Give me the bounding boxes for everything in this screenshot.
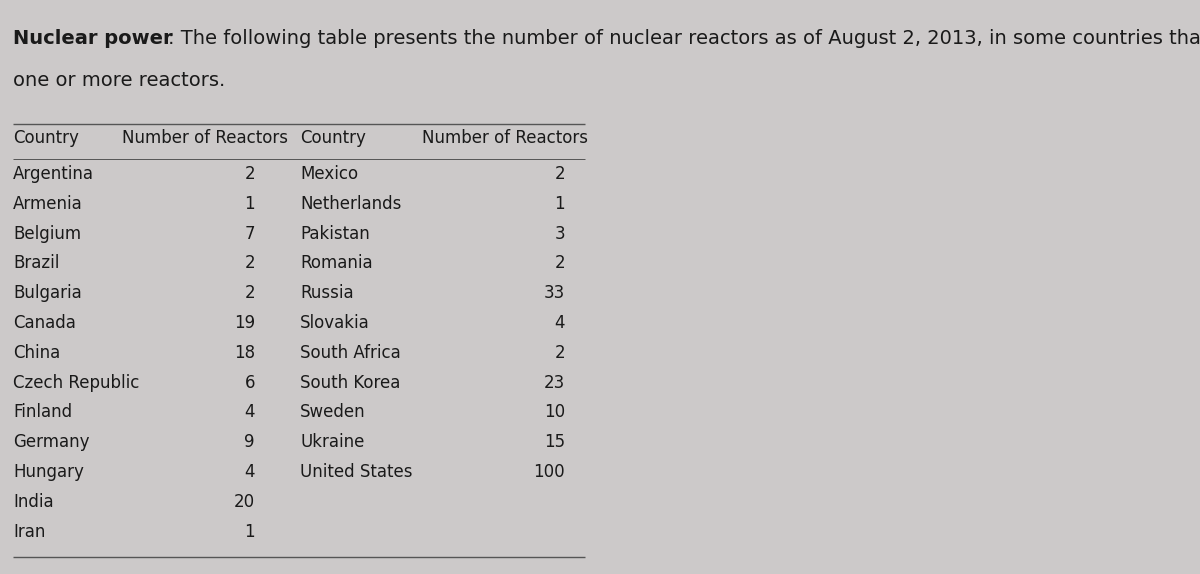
Text: 100: 100 [533, 463, 565, 481]
Text: 2: 2 [245, 284, 254, 302]
Text: Czech Republic: Czech Republic [13, 374, 139, 391]
Text: 4: 4 [554, 314, 565, 332]
Text: Country: Country [13, 129, 79, 147]
Text: 19: 19 [234, 314, 254, 332]
Text: South Africa: South Africa [300, 344, 401, 362]
Text: Number of Reactors: Number of Reactors [122, 129, 288, 147]
Text: Number of Reactors: Number of Reactors [422, 129, 588, 147]
Text: India: India [13, 493, 54, 511]
Text: Argentina: Argentina [13, 165, 94, 183]
Text: one or more reactors.: one or more reactors. [13, 71, 226, 90]
Text: Netherlands: Netherlands [300, 195, 401, 213]
Text: 2: 2 [554, 254, 565, 273]
Text: 2: 2 [554, 165, 565, 183]
Text: 1: 1 [245, 195, 254, 213]
Text: 23: 23 [544, 374, 565, 391]
Text: 4: 4 [245, 463, 254, 481]
Text: 3: 3 [554, 224, 565, 243]
Text: Hungary: Hungary [13, 463, 84, 481]
Text: 1: 1 [245, 522, 254, 541]
Text: 4: 4 [245, 404, 254, 421]
Text: Sweden: Sweden [300, 404, 366, 421]
Text: 7: 7 [245, 224, 254, 243]
Text: Belgium: Belgium [13, 224, 82, 243]
Text: Pakistan: Pakistan [300, 224, 370, 243]
Text: Mexico: Mexico [300, 165, 358, 183]
Text: Bulgaria: Bulgaria [13, 284, 82, 302]
Text: 6: 6 [245, 374, 254, 391]
Text: 9: 9 [245, 433, 254, 451]
Text: 33: 33 [544, 284, 565, 302]
Text: Romania: Romania [300, 254, 373, 273]
Text: 1: 1 [554, 195, 565, 213]
Text: 15: 15 [544, 433, 565, 451]
Text: Armenia: Armenia [13, 195, 83, 213]
Text: Nuclear power: Nuclear power [13, 29, 173, 48]
Text: 10: 10 [544, 404, 565, 421]
Text: 2: 2 [245, 165, 254, 183]
Text: South Korea: South Korea [300, 374, 401, 391]
Text: 20: 20 [234, 493, 254, 511]
Text: 2: 2 [554, 344, 565, 362]
Text: Iran: Iran [13, 522, 46, 541]
Text: United States: United States [300, 463, 413, 481]
Text: Finland: Finland [13, 404, 72, 421]
Text: Brazil: Brazil [13, 254, 59, 273]
Text: Germany: Germany [13, 433, 90, 451]
Text: China: China [13, 344, 60, 362]
Text: Country: Country [300, 129, 366, 147]
Text: 18: 18 [234, 344, 254, 362]
Text: Russia: Russia [300, 284, 354, 302]
Text: Ukraine: Ukraine [300, 433, 365, 451]
Text: Slovakia: Slovakia [300, 314, 370, 332]
Text: : The following table presents the number of nuclear reactors as of August 2, 20: : The following table presents the numbe… [168, 29, 1200, 48]
Text: Canada: Canada [13, 314, 76, 332]
Text: 2: 2 [245, 254, 254, 273]
